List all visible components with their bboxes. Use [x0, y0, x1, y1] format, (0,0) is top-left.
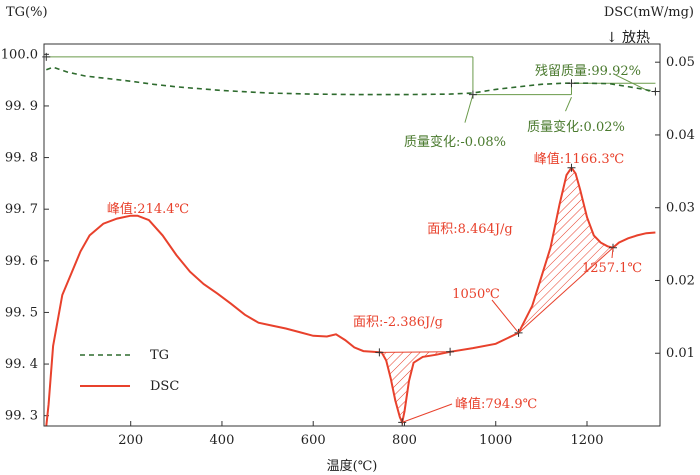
dsc-leader-line: [402, 403, 453, 423]
tg-marker: [42, 52, 51, 61]
annotation-mass-change-2: 质量变化:0.02%: [527, 119, 625, 135]
y-right-axis-title: DSC(mW/mg): [604, 5, 694, 20]
series-tg-line: [46, 66, 656, 96]
annotation-mass-change-1: 质量变化:-0.08%: [404, 134, 506, 150]
dsc-leader-line: [491, 299, 519, 334]
legend-tg-label: TG: [150, 348, 169, 363]
ticks-layer: 200 400 600 800 1000 1200 100.0 99. 9 99. 8 99. 7…: [1, 47, 695, 448]
x-tick-label: 400: [210, 433, 235, 448]
y-left-tick-label: 99. 6: [5, 254, 38, 269]
area-baseline-0: [379, 351, 451, 353]
series-dsc-line: [45, 165, 656, 427]
annotation-area-positive: 面积:8.464J/g: [427, 222, 513, 237]
annotation-1257: 1257.1℃: [582, 261, 642, 276]
dsc-marker: [514, 328, 523, 337]
x-tick-label: 200: [118, 433, 143, 448]
x-tick-label: 1200: [570, 433, 603, 448]
annotation-peak-794: 峰值:794.9℃: [455, 396, 537, 412]
area-region-1: [518, 169, 613, 333]
plot-frame: [43, 43, 661, 427]
y-left-tick-label: 99. 4: [5, 357, 38, 372]
y-left-tick-label: 99. 9: [5, 99, 38, 114]
annotation-residual-mass: 残留质量:99.92%: [535, 64, 641, 79]
x-axis-title: 温度(℃): [327, 458, 378, 474]
y-right-tick-label: 0.04: [666, 128, 695, 143]
y-left-tick-label: 99. 7: [5, 202, 38, 217]
legend-dsc-label: DSC: [150, 379, 179, 394]
tg-leader-3: [615, 74, 650, 92]
x-tick-label: 600: [301, 433, 326, 448]
dsc-leader-line: [611, 247, 614, 259]
annotation-1050: 1050℃: [452, 287, 500, 302]
y-right-tick-label: 0.01: [666, 346, 695, 361]
y-left-tick-label: 99. 8: [5, 151, 38, 166]
y-right-tick-label: 0.02: [666, 273, 695, 288]
y-left-tick-label: 99. 5: [5, 305, 38, 320]
x-tick-label: 800: [392, 433, 417, 448]
dsc-marker: [375, 348, 384, 357]
tg-leader-2: [565, 97, 572, 112]
tg-leader-1: [464, 94, 474, 123]
annotation-peak-1166: 峰值:1166.3℃: [534, 151, 624, 167]
y-left-tick-label: 100.0: [1, 47, 38, 62]
dsc-marker: [567, 163, 576, 172]
tg-marker: [468, 90, 477, 99]
dsc-marker: [446, 347, 455, 356]
tg-marker: [567, 79, 576, 88]
x-tick-label: 1000: [479, 433, 512, 448]
y-right-tick-label: 0.03: [666, 201, 695, 216]
annotation-peak-214: 峰值:214.4℃: [107, 201, 189, 217]
marker-layer: [42, 52, 660, 427]
annotation-area-negative: 面积:-2.386J/g: [353, 315, 443, 330]
series-layer: [45, 66, 656, 427]
area-baseline-1: [518, 247, 614, 334]
tg-marker: [651, 87, 660, 96]
y-left-tick-label: 99. 3: [5, 409, 38, 424]
y-right-tick-label: 0.05: [666, 55, 695, 70]
exo-direction-label: ↓ 放热: [606, 30, 650, 46]
y-left-axis-title: TG(%): [6, 5, 48, 20]
